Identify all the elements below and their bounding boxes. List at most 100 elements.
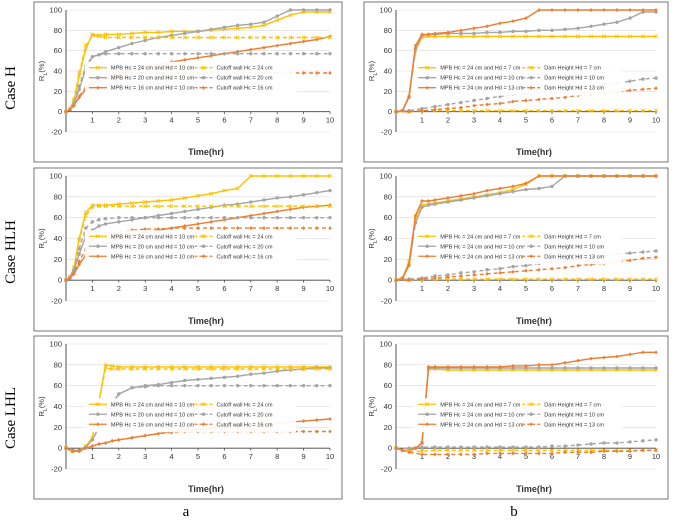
data-point xyxy=(614,108,620,113)
y-tick-label-40: 40 xyxy=(54,67,62,76)
data-point xyxy=(511,189,515,194)
data-point xyxy=(446,106,450,111)
legend-marker xyxy=(95,402,100,407)
data-point xyxy=(433,202,437,206)
data-point xyxy=(328,383,332,388)
legend-label: Cutoff wall Hc = 24 cm xyxy=(216,66,272,72)
y-tick-label-20: 20 xyxy=(384,255,392,264)
x-tick-label-4: 4 xyxy=(498,284,502,293)
x-tick-label-2: 2 xyxy=(446,452,450,461)
y-tick-label-20: 20 xyxy=(384,423,392,432)
y-tick-label--20: -20 xyxy=(51,297,62,306)
data-point xyxy=(524,445,528,449)
data-point xyxy=(589,366,593,370)
data-point xyxy=(77,94,81,99)
y-axis-title: RL(%) xyxy=(367,396,379,417)
data-point xyxy=(445,34,451,39)
y-tick-label-40: 40 xyxy=(384,234,392,243)
data-point xyxy=(433,107,437,112)
x-tick-label-4: 4 xyxy=(170,116,174,125)
data-point xyxy=(182,204,187,209)
data-point xyxy=(472,270,476,274)
data-point xyxy=(589,24,593,28)
legend-marker xyxy=(201,76,206,80)
data-point xyxy=(472,364,476,369)
data-point xyxy=(628,174,632,178)
data-point xyxy=(563,366,567,370)
data-point xyxy=(209,226,213,231)
data-point xyxy=(523,448,529,453)
legend-label: Dam Height Hd = 10 cm xyxy=(544,244,604,250)
data-point xyxy=(588,108,594,113)
legend-item: Dam Height Hd = 7 cm xyxy=(522,234,601,240)
y-axis-title: RL(%) xyxy=(367,228,379,249)
data-point xyxy=(130,41,134,46)
data-point xyxy=(116,366,121,372)
legend-marker xyxy=(95,234,100,239)
data-point xyxy=(275,209,279,214)
data-point xyxy=(549,34,555,39)
data-point xyxy=(301,429,306,434)
series-line xyxy=(395,35,656,113)
data-point xyxy=(523,277,529,282)
data-point xyxy=(576,8,580,12)
data-point xyxy=(77,87,81,92)
data-point xyxy=(445,277,451,282)
data-point xyxy=(196,226,200,231)
data-point xyxy=(485,194,489,198)
data-point xyxy=(328,417,332,421)
data-point xyxy=(143,204,148,209)
data-point xyxy=(103,35,108,40)
legend-item: Dam Height Hd = 13 cm xyxy=(522,422,604,428)
legend-marker xyxy=(96,422,100,427)
legend-marker xyxy=(96,76,100,80)
legend-marker xyxy=(96,244,100,248)
data-point xyxy=(196,29,200,34)
legend-label: Cutoff wall Hc = 16 cm xyxy=(216,422,272,428)
data-point xyxy=(143,227,147,232)
legend-label: Dam Height Hd = 7 cm xyxy=(544,402,601,408)
data-point xyxy=(77,449,81,454)
data-point xyxy=(130,52,134,56)
series-dam-height-hd-13-cm xyxy=(394,446,658,457)
x-tick-label-7: 7 xyxy=(249,284,253,293)
data-point xyxy=(84,226,88,230)
series-mpb-hc-24-cm-and-hd-13-cm xyxy=(394,350,658,453)
data-point xyxy=(628,440,632,444)
data-point xyxy=(575,277,581,282)
y-tick-label-80: 80 xyxy=(54,360,62,369)
data-point xyxy=(235,26,240,31)
x-tick-label-3: 3 xyxy=(472,284,476,293)
data-point xyxy=(433,452,437,457)
legend-label: Cutoff wall Hc = 24 cm xyxy=(216,234,272,240)
x-axis-title: Time(hr) xyxy=(516,484,552,494)
y-tick-label--20: -20 xyxy=(381,128,392,137)
data-point xyxy=(407,446,411,450)
legend-label: Dam Height Hd = 7 cm xyxy=(544,66,601,72)
data-point xyxy=(72,100,76,105)
data-point xyxy=(328,8,332,12)
data-point xyxy=(589,450,593,455)
data-point xyxy=(524,268,528,273)
data-point xyxy=(130,435,134,440)
data-point xyxy=(628,352,632,357)
data-point xyxy=(484,34,490,39)
data-point xyxy=(511,366,515,370)
data-point xyxy=(550,96,554,101)
data-point xyxy=(407,278,411,283)
data-point xyxy=(563,265,567,270)
x-tick-label-10: 10 xyxy=(652,284,660,293)
y-tick-label-100: 100 xyxy=(379,6,392,15)
data-point xyxy=(222,25,227,29)
data-point xyxy=(77,71,82,76)
data-point xyxy=(90,438,95,442)
legend-item: Cutoff wall Hc = 20 cm xyxy=(194,412,273,418)
data-point xyxy=(288,8,293,12)
legend-item: MPB Hc = 24 cm and Hd = 10 cm xyxy=(418,244,524,250)
data-point xyxy=(498,21,502,26)
x-axis-title: Time(hr) xyxy=(188,484,224,494)
data-point xyxy=(627,277,633,282)
legend: MPB Hc = 24 cm and Hd = 7 cm MPB Hc = 24 … xyxy=(414,230,623,265)
legend-item: MPB Hc = 24 cm and Hd = 7 cm xyxy=(418,65,521,72)
data-point xyxy=(84,446,88,451)
